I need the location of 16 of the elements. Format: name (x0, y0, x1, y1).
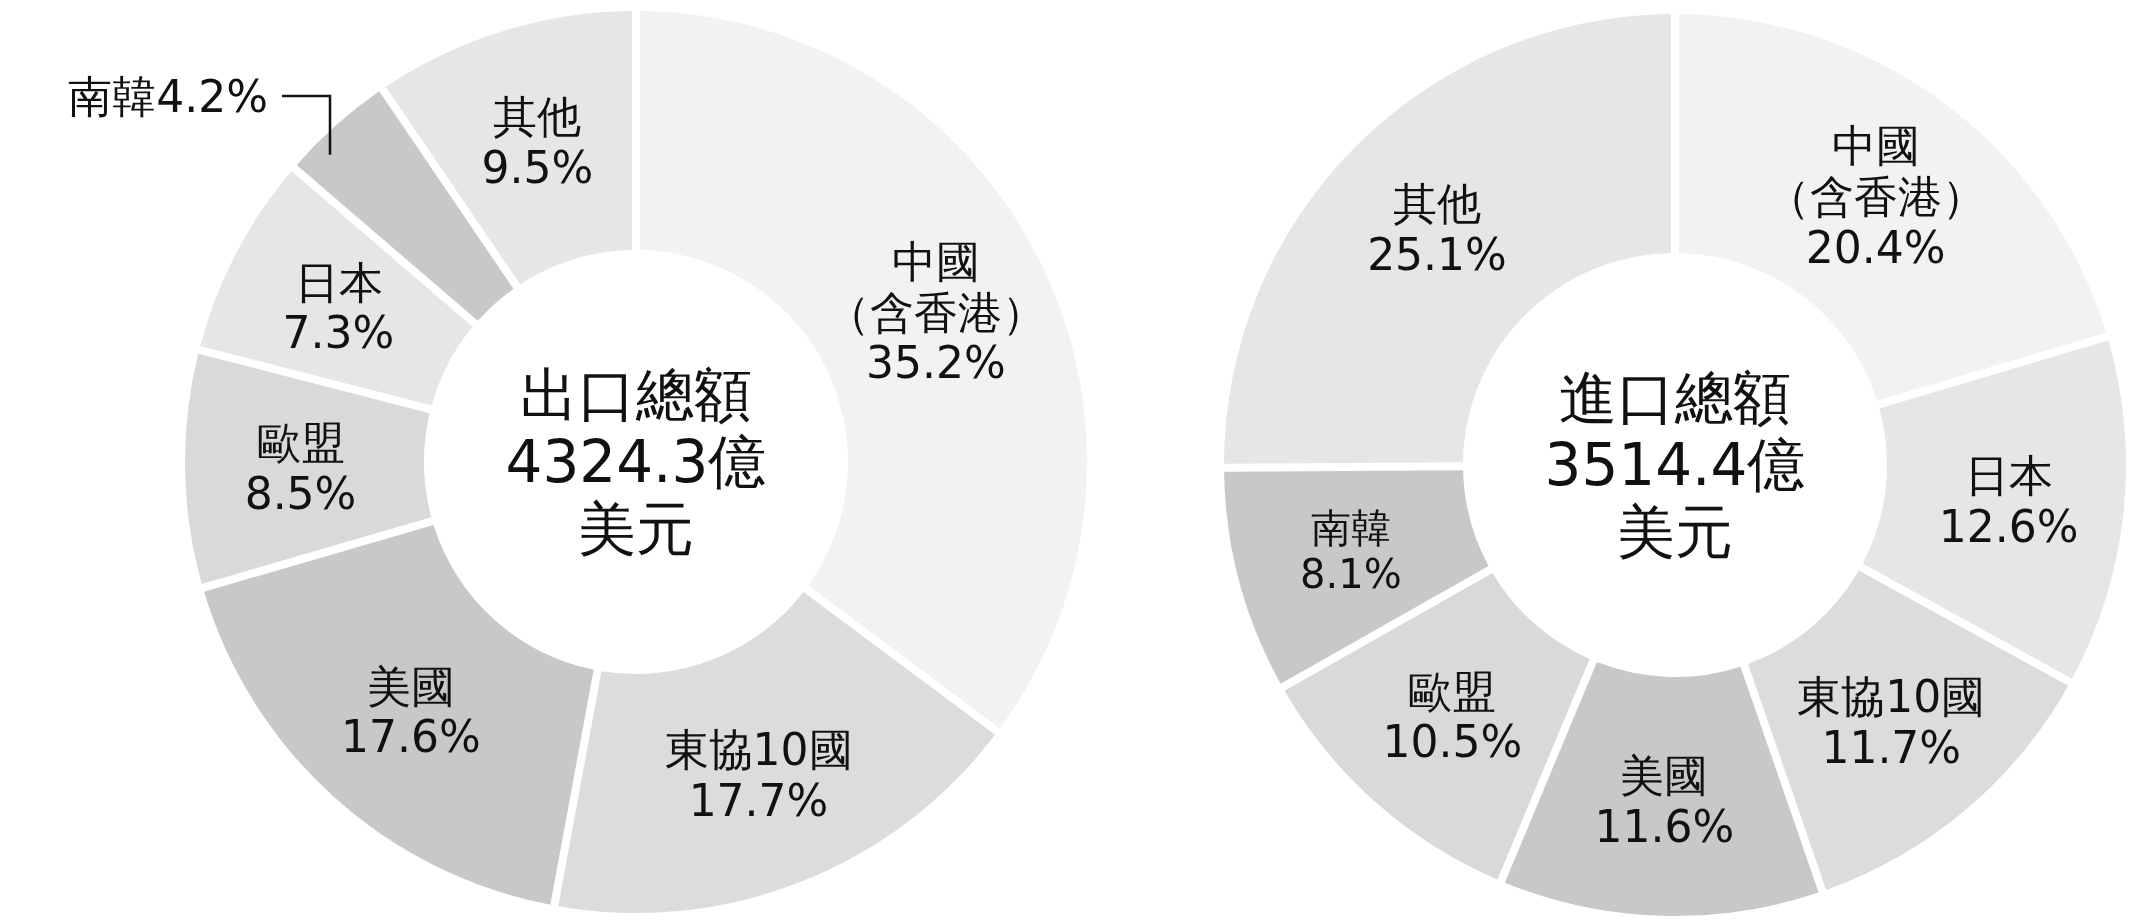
label: 日本 12.6% (1938, 449, 2079, 552)
annotation: 進口總額 3514.4億 美元 (1544, 364, 1806, 566)
label: 南韓4.2% (68, 70, 268, 122)
label: 美國 17.6% (341, 660, 481, 762)
label: 東協10國 11.7% (1797, 670, 1986, 773)
label: 東協10國 17.7% (664, 723, 853, 826)
label: 其他 9.5% (481, 90, 594, 193)
label: 歐盟 8.5% (244, 416, 357, 519)
label: 美國 11.6% (1594, 749, 1735, 852)
annotation: 出口總額 4324.3億 美元 (505, 361, 767, 563)
label: 歐盟 10.5% (1382, 665, 1523, 767)
label: 日本 7.3% (282, 256, 395, 358)
label: 中國（含香港） 20.4% (1765, 119, 1986, 273)
label: 中國（含香港） 35.2% (825, 235, 1046, 388)
label: 其他 25.1% (1367, 177, 1507, 280)
label: 南韓 8.1% (1300, 505, 1402, 598)
